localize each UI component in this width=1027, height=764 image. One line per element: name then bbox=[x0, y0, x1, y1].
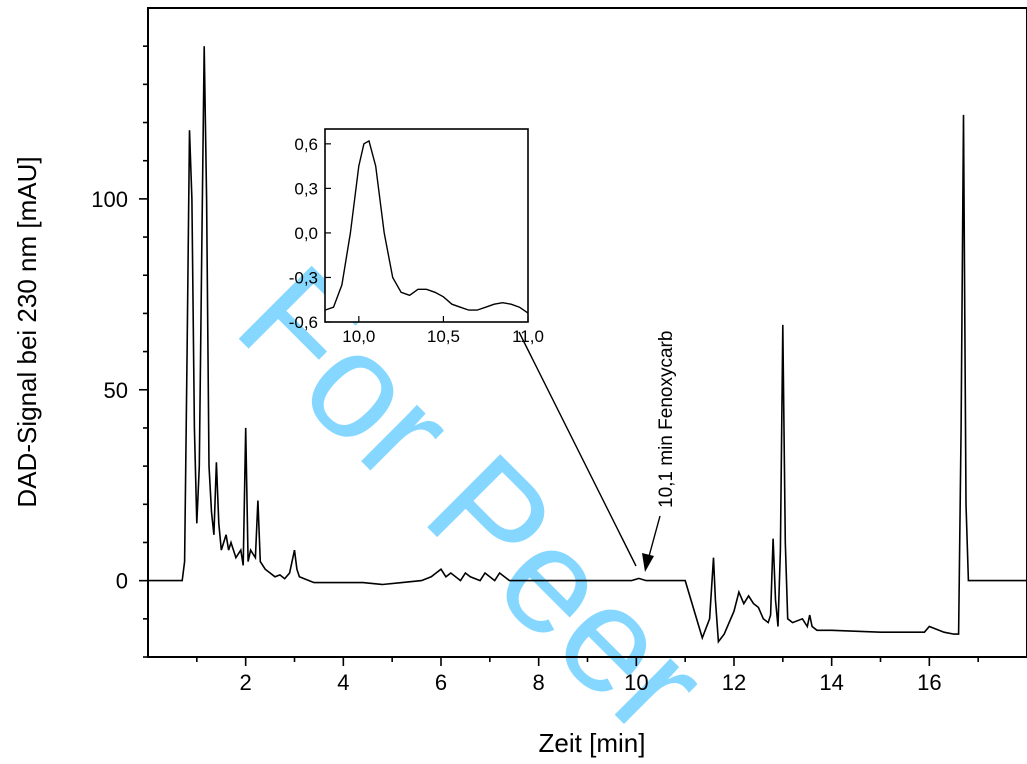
inset-y-tick-label: 0,3 bbox=[294, 179, 318, 198]
y-tick-label: 50 bbox=[104, 378, 128, 403]
inset-connector-line bbox=[518, 331, 637, 567]
inset-axis-ticks: 10,0 10,5 11,0 0,6 0,3 0,0 -0,3 -0,6 bbox=[289, 135, 544, 346]
x-tick-label: 16 bbox=[917, 670, 941, 695]
x-tick-label: 8 bbox=[533, 670, 545, 695]
inset-y-tick-label: 0,6 bbox=[294, 135, 318, 154]
x-axis-title: Zeit [min] bbox=[539, 728, 646, 758]
inset-x-tick-label: 11,0 bbox=[512, 327, 544, 346]
inset-series-line bbox=[324, 139, 529, 314]
y-tick-label: 0 bbox=[116, 569, 128, 594]
main-axis-ticks: 2 4 6 8 10 12 14 16 0 50 100 bbox=[91, 45, 979, 695]
x-tick-label: 2 bbox=[240, 670, 252, 695]
y-tick-label: 100 bbox=[91, 187, 128, 212]
annotation-arrow-shaft bbox=[647, 515, 661, 561]
y-axis-title: DAD-Signal bei 230 nm [mAU] bbox=[12, 156, 42, 507]
inset-plot-frame bbox=[324, 128, 529, 323]
x-tick-label: 4 bbox=[337, 670, 349, 695]
inset-y-tick-label: -0,3 bbox=[289, 268, 318, 287]
inset-y-tick-label: -0,6 bbox=[289, 313, 318, 332]
x-tick-label: 14 bbox=[819, 670, 843, 695]
peak-annotation-label: 10,1 min Fenoxycarb bbox=[656, 331, 677, 508]
x-tick-label: 10 bbox=[624, 670, 648, 695]
inset-y-tick-label: 0,0 bbox=[294, 224, 318, 243]
annotation-arrowhead bbox=[642, 553, 654, 572]
x-tick-label: 12 bbox=[722, 670, 746, 695]
x-tick-label: 6 bbox=[435, 670, 447, 695]
inset-x-tick-label: 10,5 bbox=[427, 327, 460, 346]
inset-x-tick-label: 10,0 bbox=[342, 327, 375, 346]
main-series-line bbox=[148, 46, 1027, 644]
